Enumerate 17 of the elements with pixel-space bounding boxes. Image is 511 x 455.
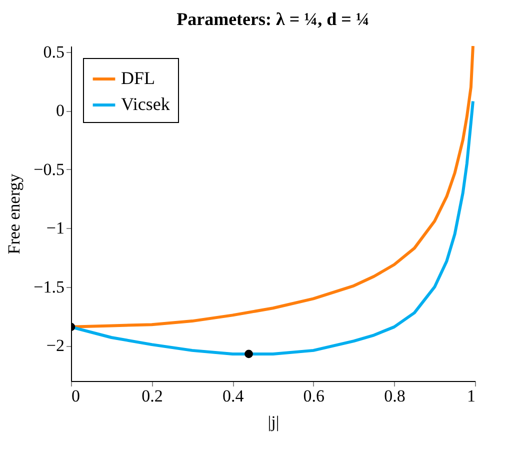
- x-tick-label: 0.8: [384, 386, 406, 406]
- x-tick-label: 0.6: [303, 386, 325, 406]
- x-tick-label: 0.2: [142, 386, 163, 406]
- chart-title: Parameters: λ = ¼, d = ¼: [176, 8, 370, 29]
- y-tick-label: 0.5: [43, 42, 64, 62]
- y-tick-label: −0.5: [34, 160, 64, 179]
- y-tick-label: 0: [56, 101, 64, 120]
- y-tick-label: −2: [46, 336, 64, 356]
- legend-label: Vicsek: [121, 94, 170, 114]
- y-axis-title: Free energy: [4, 173, 24, 254]
- x-tick-label: 0: [72, 386, 80, 406]
- x-tick-label: 0.4: [222, 386, 244, 406]
- x-axis-title: |j|: [268, 412, 280, 432]
- y-tick-label: −1: [46, 218, 64, 238]
- x-tick-label: 1: [467, 386, 476, 406]
- legend-label: DFL: [121, 68, 156, 88]
- y-tick-label: −1.5: [34, 277, 64, 296]
